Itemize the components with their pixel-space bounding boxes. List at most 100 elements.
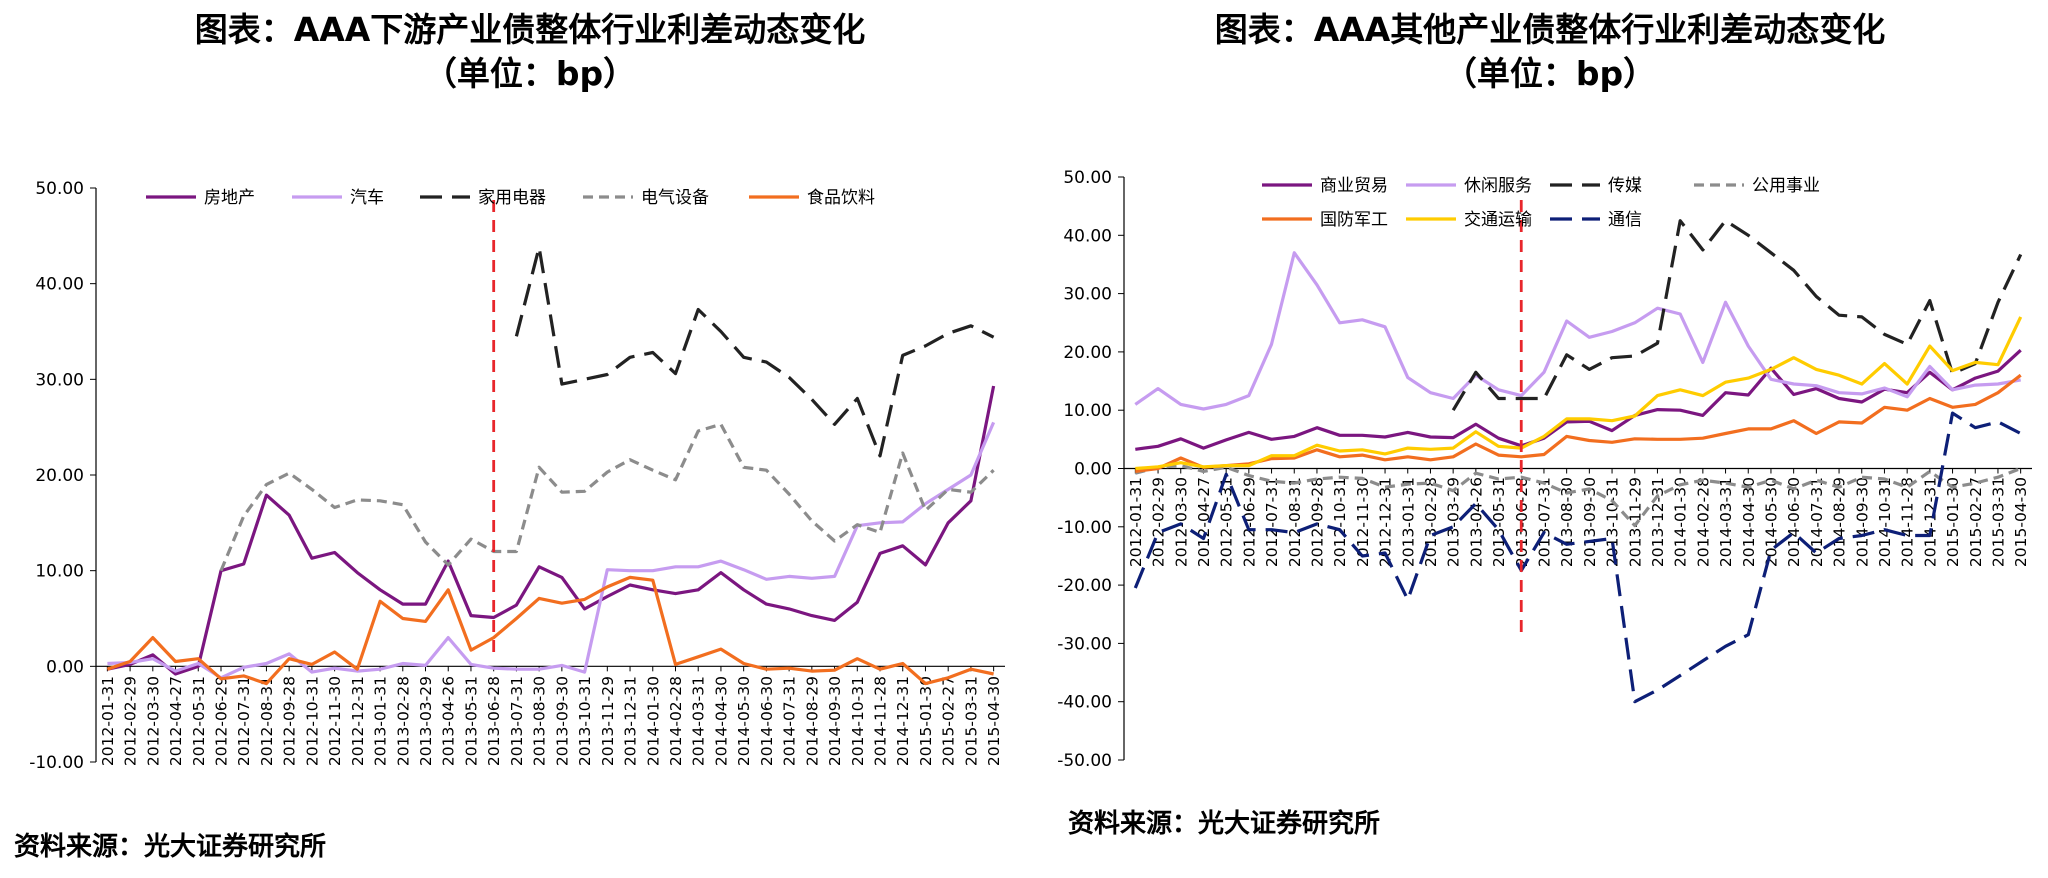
chart2-x-tick-label: 2015-04-30 <box>2012 477 2030 567</box>
chart2-series-line-4 <box>1134 464 2022 528</box>
right-chart-title-line2: （单位：bp） <box>1443 54 1657 93</box>
chart1-y-tick-label: 50.00 <box>35 179 84 199</box>
chart1-x-tick-label: 2012-01-31 <box>99 676 117 766</box>
chart2-x-tick-label: 2013-09-30 <box>1581 477 1599 567</box>
chart1-x-tick-label: 2013-03-29 <box>417 676 435 766</box>
chart1-series-line-5 <box>106 575 994 686</box>
chart2-x-tick-label: 2012-01-31 <box>1127 477 1145 567</box>
chart1-y-tick-label: 20.00 <box>35 466 84 486</box>
chart1-y-tick-label: 30.00 <box>35 370 84 390</box>
chart1-x-tick-label: 2014-06-30 <box>758 676 776 766</box>
chart1-x-tick-label: 2014-09-30 <box>826 676 844 766</box>
chart2-x-tick-label: 2015-02-27 <box>1967 477 1985 567</box>
chart2-series-line-1 <box>1135 349 2022 451</box>
chart2-x-tick-label: 2014-02-28 <box>1694 477 1712 567</box>
chart2-series-line-3 <box>1451 219 2023 412</box>
chart1-x-tick-label: 2013-07-31 <box>508 676 526 766</box>
chart2-x-tick-label: 2014-10-31 <box>1876 477 1894 567</box>
chart2-legend-label-4: 公用事业 <box>1752 176 1820 196</box>
chart1-x-tick-label: 2014-01-30 <box>644 676 662 766</box>
chart2-x-tick-label: 2012-08-31 <box>1286 477 1304 567</box>
chart1-x-tick-label: 2014-12-31 <box>894 676 912 766</box>
chart1-x-tick-label: 2014-07-31 <box>781 676 799 766</box>
chart1-x-tick-label: 2012-06-29 <box>212 676 230 766</box>
chart2-y-tick-label: -20.00 <box>1057 576 1112 596</box>
chart1-x-tick-label: 2012-10-31 <box>303 676 321 766</box>
chart2-x-tick-label: 2012-02-29 <box>1150 477 1168 567</box>
chart2-legend-label-6: 交通运输 <box>1464 210 1532 230</box>
chart1-x-tick-label: 2012-12-31 <box>349 676 367 766</box>
chart2-y-tick-label: 20.00 <box>1063 343 1112 363</box>
chart2-x-tick-label: 2013-01-31 <box>1399 477 1417 567</box>
chart1-x-tick-label: 2013-01-31 <box>372 676 390 766</box>
left-line-chart: -10.00 0.00 10.00 20.00 30.00 40.00 50.00 2012-… <box>29 179 1005 773</box>
chart1-y-tick-label: 10.00 <box>35 562 84 582</box>
chart2-x-tick-label: 2012-12-31 <box>1377 477 1395 567</box>
chart1-x-tick-label: 2013-02-28 <box>394 676 412 766</box>
chart1-x-tick-label: 2012-04-27 <box>167 676 185 766</box>
chart2-x-tick-label: 2012-07-31 <box>1263 477 1281 567</box>
chart1-x-tick-label: 2012-09-28 <box>281 676 299 766</box>
chart1-y-tick-label: 0.00 <box>46 657 84 677</box>
chart2-x-tick-label: 2014-11-28 <box>1899 477 1917 567</box>
chart1-x-tick-label: 2015-04-30 <box>985 676 1003 766</box>
chart1-x-tick-label: 2013-12-31 <box>622 676 640 766</box>
right-chart-title: 图表：AAA其他产业债整体行业利差动态变化 （单位：bp） <box>1150 8 1950 96</box>
chart2-x-tick-label: 2014-03-31 <box>1717 477 1735 567</box>
left-source-note: 资料来源：光大证券研究所 <box>14 832 327 862</box>
chart2-legend-label-1: 商业贸易 <box>1320 176 1388 196</box>
chart2-x-tick-label: 2012-11-30 <box>1354 477 1372 567</box>
left-chart-title-line2: （单位：bp） <box>423 54 637 93</box>
chart2-x-tick-label: 2014-09-30 <box>1853 477 1871 567</box>
chart2-y-tick-label: -30.00 <box>1057 634 1112 654</box>
chart1-x-tick-label: 2014-03-31 <box>690 676 708 766</box>
chart1-x-tick-label: 2012-03-30 <box>144 676 162 766</box>
chart2-x-tick-label: 2013-12-31 <box>1649 477 1667 567</box>
chart2-series-line-5 <box>1135 373 2022 473</box>
chart2-y-tick-label: -40.00 <box>1057 693 1112 713</box>
chart1-x-tick-label: 2012-07-31 <box>235 676 253 766</box>
right-source-note: 资料来源：光大证券研究所 <box>1068 809 1381 839</box>
chart2-x-tick-label: 2015-03-31 <box>1989 477 2007 567</box>
chart1-x-tick-label: 2013-04-26 <box>440 676 458 766</box>
chart2-y-tick-label: -50.00 <box>1057 751 1112 771</box>
chart2-legend-label-7: 通信 <box>1608 210 1642 230</box>
chart2-series-line-6 <box>1135 316 2023 471</box>
left-chart-title-line1: 图表：AAA下游产业债整体行业利差动态变化 <box>194 10 866 49</box>
chart2-series-line-2 <box>1134 251 2021 411</box>
chart1-x-tick-label: 2015-01-30 <box>917 676 935 766</box>
chart2-x-tick-label: 2013-10-31 <box>1604 477 1622 567</box>
chart2-x-tick-label: 2014-05-30 <box>1762 477 1780 567</box>
chart1-series-line-4 <box>219 422 995 572</box>
chart1-x-tick-label: 2012-02-29 <box>122 676 140 766</box>
chart1-x-tick-label: 2013-11-29 <box>599 676 617 766</box>
chart2-x-tick-label: 2012-06-29 <box>1240 477 1258 567</box>
chart1-legend-label-3: 家用电器 <box>478 188 546 208</box>
chart2-legend-label-5: 国防军工 <box>1320 210 1388 230</box>
chart2-x-tick-label: 2014-07-31 <box>1808 477 1826 567</box>
chart2-legend-label-2: 休闲服务 <box>1464 176 1532 196</box>
chart1-series-line-3 <box>514 245 995 458</box>
chart2-y-tick-label: 10.00 <box>1063 401 1112 421</box>
left-chart-title: 图表：AAA下游产业债整体行业利差动态变化 （单位：bp） <box>130 8 930 96</box>
chart1-x-tick-label: 2013-05-31 <box>462 676 480 766</box>
chart2-x-tick-label: 2012-05-31 <box>1218 477 1236 567</box>
chart1-x-tick-label: 2012-11-30 <box>326 676 344 766</box>
chart1-x-tick-label: 2014-08-29 <box>803 676 821 766</box>
chart1-legend-label-1: 房地产 <box>204 188 255 208</box>
chart1-legend-label-2: 汽车 <box>350 188 384 208</box>
chart2-x-tick-label: 2014-01-30 <box>1672 477 1690 567</box>
chart2-x-tick-label: 2013-04-26 <box>1467 477 1485 567</box>
chart1-y-tick-label: 40.00 <box>35 275 84 295</box>
chart1-x-tick-label: 2012-05-31 <box>190 676 208 766</box>
chart1-series-line-2 <box>107 421 996 680</box>
chart2-y-tick-label: 30.00 <box>1063 285 1112 305</box>
chart1-x-tick-label: 2014-05-30 <box>735 676 753 766</box>
chart1-x-tick-label: 2015-03-31 <box>962 676 980 766</box>
chart1-x-tick-label: 2014-11-28 <box>872 676 890 766</box>
chart1-x-tick-label: 2015-02-27 <box>940 676 958 766</box>
chart2-x-tick-label: 2014-04-30 <box>1740 477 1758 567</box>
chart1-x-tick-label: 2013-06-28 <box>485 676 503 766</box>
chart2-x-tick-label: 2013-05-31 <box>1490 477 1508 567</box>
